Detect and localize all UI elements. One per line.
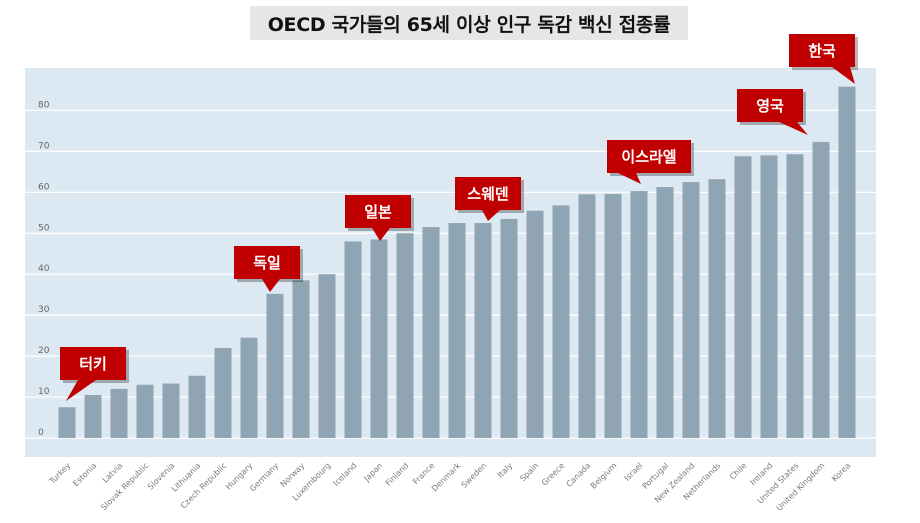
bar — [682, 182, 700, 438]
bar — [84, 395, 102, 438]
y-tick-label: 20 — [38, 346, 50, 356]
callouts: 터키 독일 일본 스웨덴 이스라엘 영국 한국 — [60, 34, 858, 401]
chart-title: OECD 국가들의 65세 이상 인구 독감 백신 접종률 — [267, 13, 671, 36]
x-tick-label: Greece — [540, 461, 567, 488]
callout: 일본 — [345, 195, 414, 241]
bar — [578, 194, 596, 438]
x-tick-label: Latvia — [101, 461, 125, 485]
callout-box — [789, 34, 855, 67]
callout: 터키 — [60, 347, 129, 401]
bar — [110, 388, 128, 438]
callout-pointer — [372, 228, 390, 241]
callout-label: 일본 — [364, 203, 392, 221]
bar — [630, 191, 648, 438]
x-tick-label: Estonia — [71, 461, 98, 488]
callout: 이스라엘 — [607, 140, 694, 184]
x-tick-label: Iceland — [332, 461, 359, 488]
chart-title-box: OECD 국가들의 65세 이상 인구 독감 백신 접종률 — [250, 6, 688, 40]
x-tick-label: Spain — [518, 461, 540, 483]
bar — [162, 383, 180, 438]
callout-pointer — [832, 67, 855, 84]
bar — [838, 86, 856, 439]
x-tick-label: Sweden — [460, 461, 489, 490]
bar — [448, 223, 466, 438]
x-tick-label: United Kingdom — [775, 461, 827, 513]
bar — [708, 179, 726, 439]
bar — [422, 227, 440, 438]
y-tick-label: 80 — [38, 100, 50, 110]
y-tick-label: 30 — [38, 305, 50, 315]
bar — [318, 274, 336, 438]
x-tick-label: Belgium — [589, 461, 619, 491]
bar — [552, 205, 570, 438]
x-tick-label: France — [411, 461, 436, 486]
callout-pointer — [779, 122, 808, 135]
bars — [58, 86, 856, 439]
callout-box — [60, 347, 126, 380]
x-tick-label: Ireland — [748, 461, 774, 487]
callout-pointer — [618, 173, 641, 184]
y-tick-label: 70 — [38, 141, 50, 151]
callout-box — [607, 140, 691, 173]
y-tick-label: 10 — [38, 387, 50, 397]
bar — [136, 384, 154, 438]
x-tick-label: Slovak Republic — [99, 461, 150, 512]
callout-box — [345, 195, 411, 228]
bar — [344, 241, 362, 438]
callout-box — [737, 89, 803, 122]
y-tick-label: 60 — [38, 182, 50, 192]
bar — [58, 407, 76, 438]
bar — [656, 186, 674, 438]
bar — [500, 218, 518, 438]
callout-pointer — [262, 279, 280, 292]
callout-pointer — [66, 380, 96, 401]
bar — [266, 293, 284, 438]
bar — [812, 141, 830, 438]
x-tick-label: Turkey — [47, 461, 73, 487]
callout-label: 영국 — [756, 97, 784, 115]
x-tick-label: Israel — [623, 461, 645, 483]
y-tick-label: 0 — [38, 428, 44, 438]
x-tick-label: Chile — [728, 461, 749, 482]
callout-pointer — [482, 210, 500, 221]
bar — [734, 156, 752, 438]
callout-label: 스웨덴 — [467, 185, 508, 203]
callout-box — [455, 177, 521, 210]
bar — [760, 155, 778, 438]
callout: 한국 — [789, 34, 858, 84]
bar — [604, 193, 622, 438]
callout-box — [234, 246, 300, 279]
x-tick-label: Korea — [830, 461, 852, 483]
callout: 영국 — [737, 89, 808, 135]
x-tick-label: Germany — [248, 461, 281, 494]
x-tick-label: Denmark — [430, 461, 463, 494]
callout-label: 독일 — [253, 254, 281, 272]
callout: 독일 — [234, 246, 303, 292]
bar — [188, 375, 206, 438]
bar — [396, 233, 414, 438]
y-axis-ticks: 0 10 20 30 40 50 60 70 80 — [38, 100, 50, 438]
bar — [786, 154, 804, 439]
y-tick-label: 50 — [38, 223, 50, 233]
callout-label: 한국 — [808, 42, 836, 60]
x-tick-label: Italy — [496, 461, 515, 480]
bar — [240, 337, 258, 438]
x-tick-label: Finland — [384, 461, 411, 488]
bar — [370, 239, 388, 438]
bar — [292, 280, 310, 438]
callout: 스웨덴 — [455, 177, 524, 221]
bar — [214, 347, 232, 438]
y-tick-label: 40 — [38, 264, 50, 274]
x-tick-label: Czech Republic — [179, 461, 228, 510]
bar — [474, 223, 492, 438]
bar — [526, 210, 544, 438]
callout-label: 이스라엘 — [621, 148, 676, 166]
callout-label: 터키 — [79, 355, 107, 373]
x-tick-label: Japan — [362, 461, 385, 484]
